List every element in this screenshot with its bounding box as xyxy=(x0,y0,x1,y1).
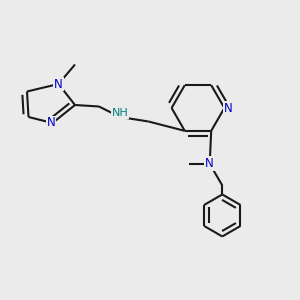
Text: N: N xyxy=(54,77,63,91)
Text: N: N xyxy=(224,101,232,115)
Text: N: N xyxy=(205,158,214,170)
Text: NH: NH xyxy=(112,108,128,118)
Text: N: N xyxy=(46,116,56,130)
